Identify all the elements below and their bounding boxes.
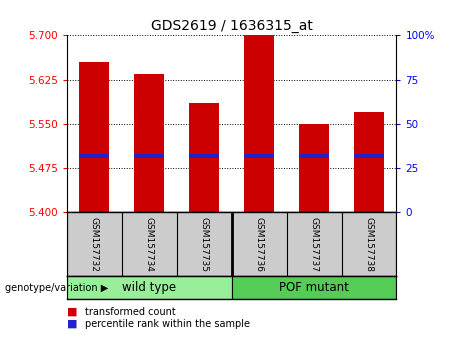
- Bar: [354, 154, 384, 158]
- Bar: [189, 154, 219, 158]
- Text: percentile rank within the sample: percentile rank within the sample: [85, 319, 250, 329]
- Bar: [354, 112, 384, 212]
- Text: GSM157738: GSM157738: [365, 217, 373, 273]
- Text: wild type: wild type: [122, 281, 176, 294]
- Text: genotype/variation ▶: genotype/variation ▶: [5, 282, 108, 293]
- Text: POF mutant: POF mutant: [279, 281, 349, 294]
- Bar: [189, 103, 219, 212]
- Bar: [231, 276, 396, 299]
- Bar: [67, 276, 231, 299]
- Text: transformed count: transformed count: [85, 307, 176, 316]
- Text: GSM157737: GSM157737: [309, 217, 319, 273]
- Bar: [134, 154, 165, 158]
- Bar: [244, 154, 274, 158]
- Bar: [299, 154, 329, 158]
- Bar: [79, 62, 109, 212]
- Bar: [79, 154, 109, 158]
- Text: ■: ■: [67, 307, 77, 316]
- Text: GSM157736: GSM157736: [254, 217, 264, 273]
- Bar: [299, 124, 329, 212]
- Text: GSM157732: GSM157732: [90, 217, 99, 272]
- Text: ■: ■: [67, 319, 77, 329]
- Text: GSM157734: GSM157734: [145, 217, 154, 272]
- Text: GSM157735: GSM157735: [200, 217, 209, 273]
- Bar: [134, 74, 165, 212]
- Title: GDS2619 / 1636315_at: GDS2619 / 1636315_at: [151, 19, 313, 33]
- Bar: [244, 35, 274, 212]
